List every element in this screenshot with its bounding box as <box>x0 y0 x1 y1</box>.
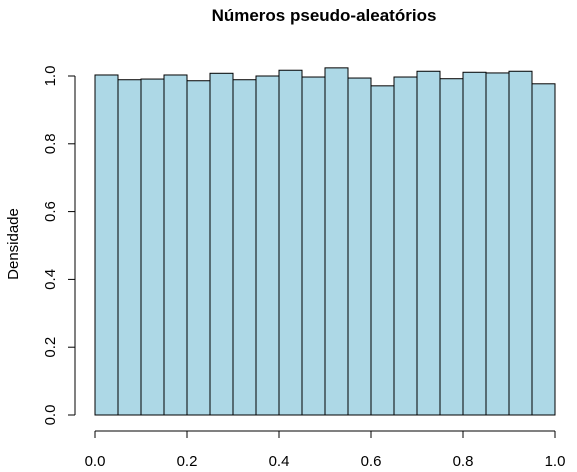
histogram-bar <box>140 78 165 416</box>
y-tick-label: 0.2 <box>42 337 59 358</box>
x-tick-label: 0.0 <box>85 453 106 470</box>
histogram-bar <box>301 76 326 416</box>
histogram-bar <box>347 77 372 416</box>
histogram-bar <box>439 78 464 416</box>
histogram-bar <box>209 72 234 416</box>
histogram-bar <box>370 85 395 416</box>
y-axis: 0.0 0.2 0.4 0.6 0.8 1.0 <box>42 66 76 426</box>
histogram-bar <box>416 70 441 416</box>
y-tick-label: 0.4 <box>42 269 59 290</box>
histogram-bar <box>393 76 418 416</box>
x-tick-label: 0.8 <box>453 453 474 470</box>
histogram-bar <box>186 80 211 416</box>
y-tick-label: 0.8 <box>42 133 59 154</box>
histogram-bar <box>278 69 303 416</box>
histogram-bar <box>508 70 533 416</box>
x-tick-label: 1.0 <box>545 453 566 470</box>
histogram-bar <box>485 72 510 416</box>
histogram-bar <box>255 75 280 416</box>
histogram-bar <box>232 79 257 416</box>
x-tick-label: 0.2 <box>177 453 198 470</box>
bars-group <box>94 67 556 416</box>
histogram-bar <box>462 71 487 416</box>
histogram-bar <box>94 74 119 416</box>
y-tick-label: 0.0 <box>42 405 59 426</box>
y-tick-label: 1.0 <box>42 66 59 87</box>
x-tick-label: 0.4 <box>269 453 290 470</box>
x-axis: 0.0 0.2 0.4 0.6 0.8 1.0 <box>85 430 566 470</box>
histogram-bar <box>163 74 188 416</box>
y-tick-label: 0.6 <box>42 201 59 222</box>
histogram-bar <box>117 79 142 416</box>
x-tick-label: 0.6 <box>361 453 382 470</box>
y-axis-label: Densidade <box>5 208 22 280</box>
chart-title: Números pseudo-aleatórios <box>212 6 437 25</box>
histogram-bar <box>324 67 349 416</box>
histogram-bar <box>531 83 556 416</box>
